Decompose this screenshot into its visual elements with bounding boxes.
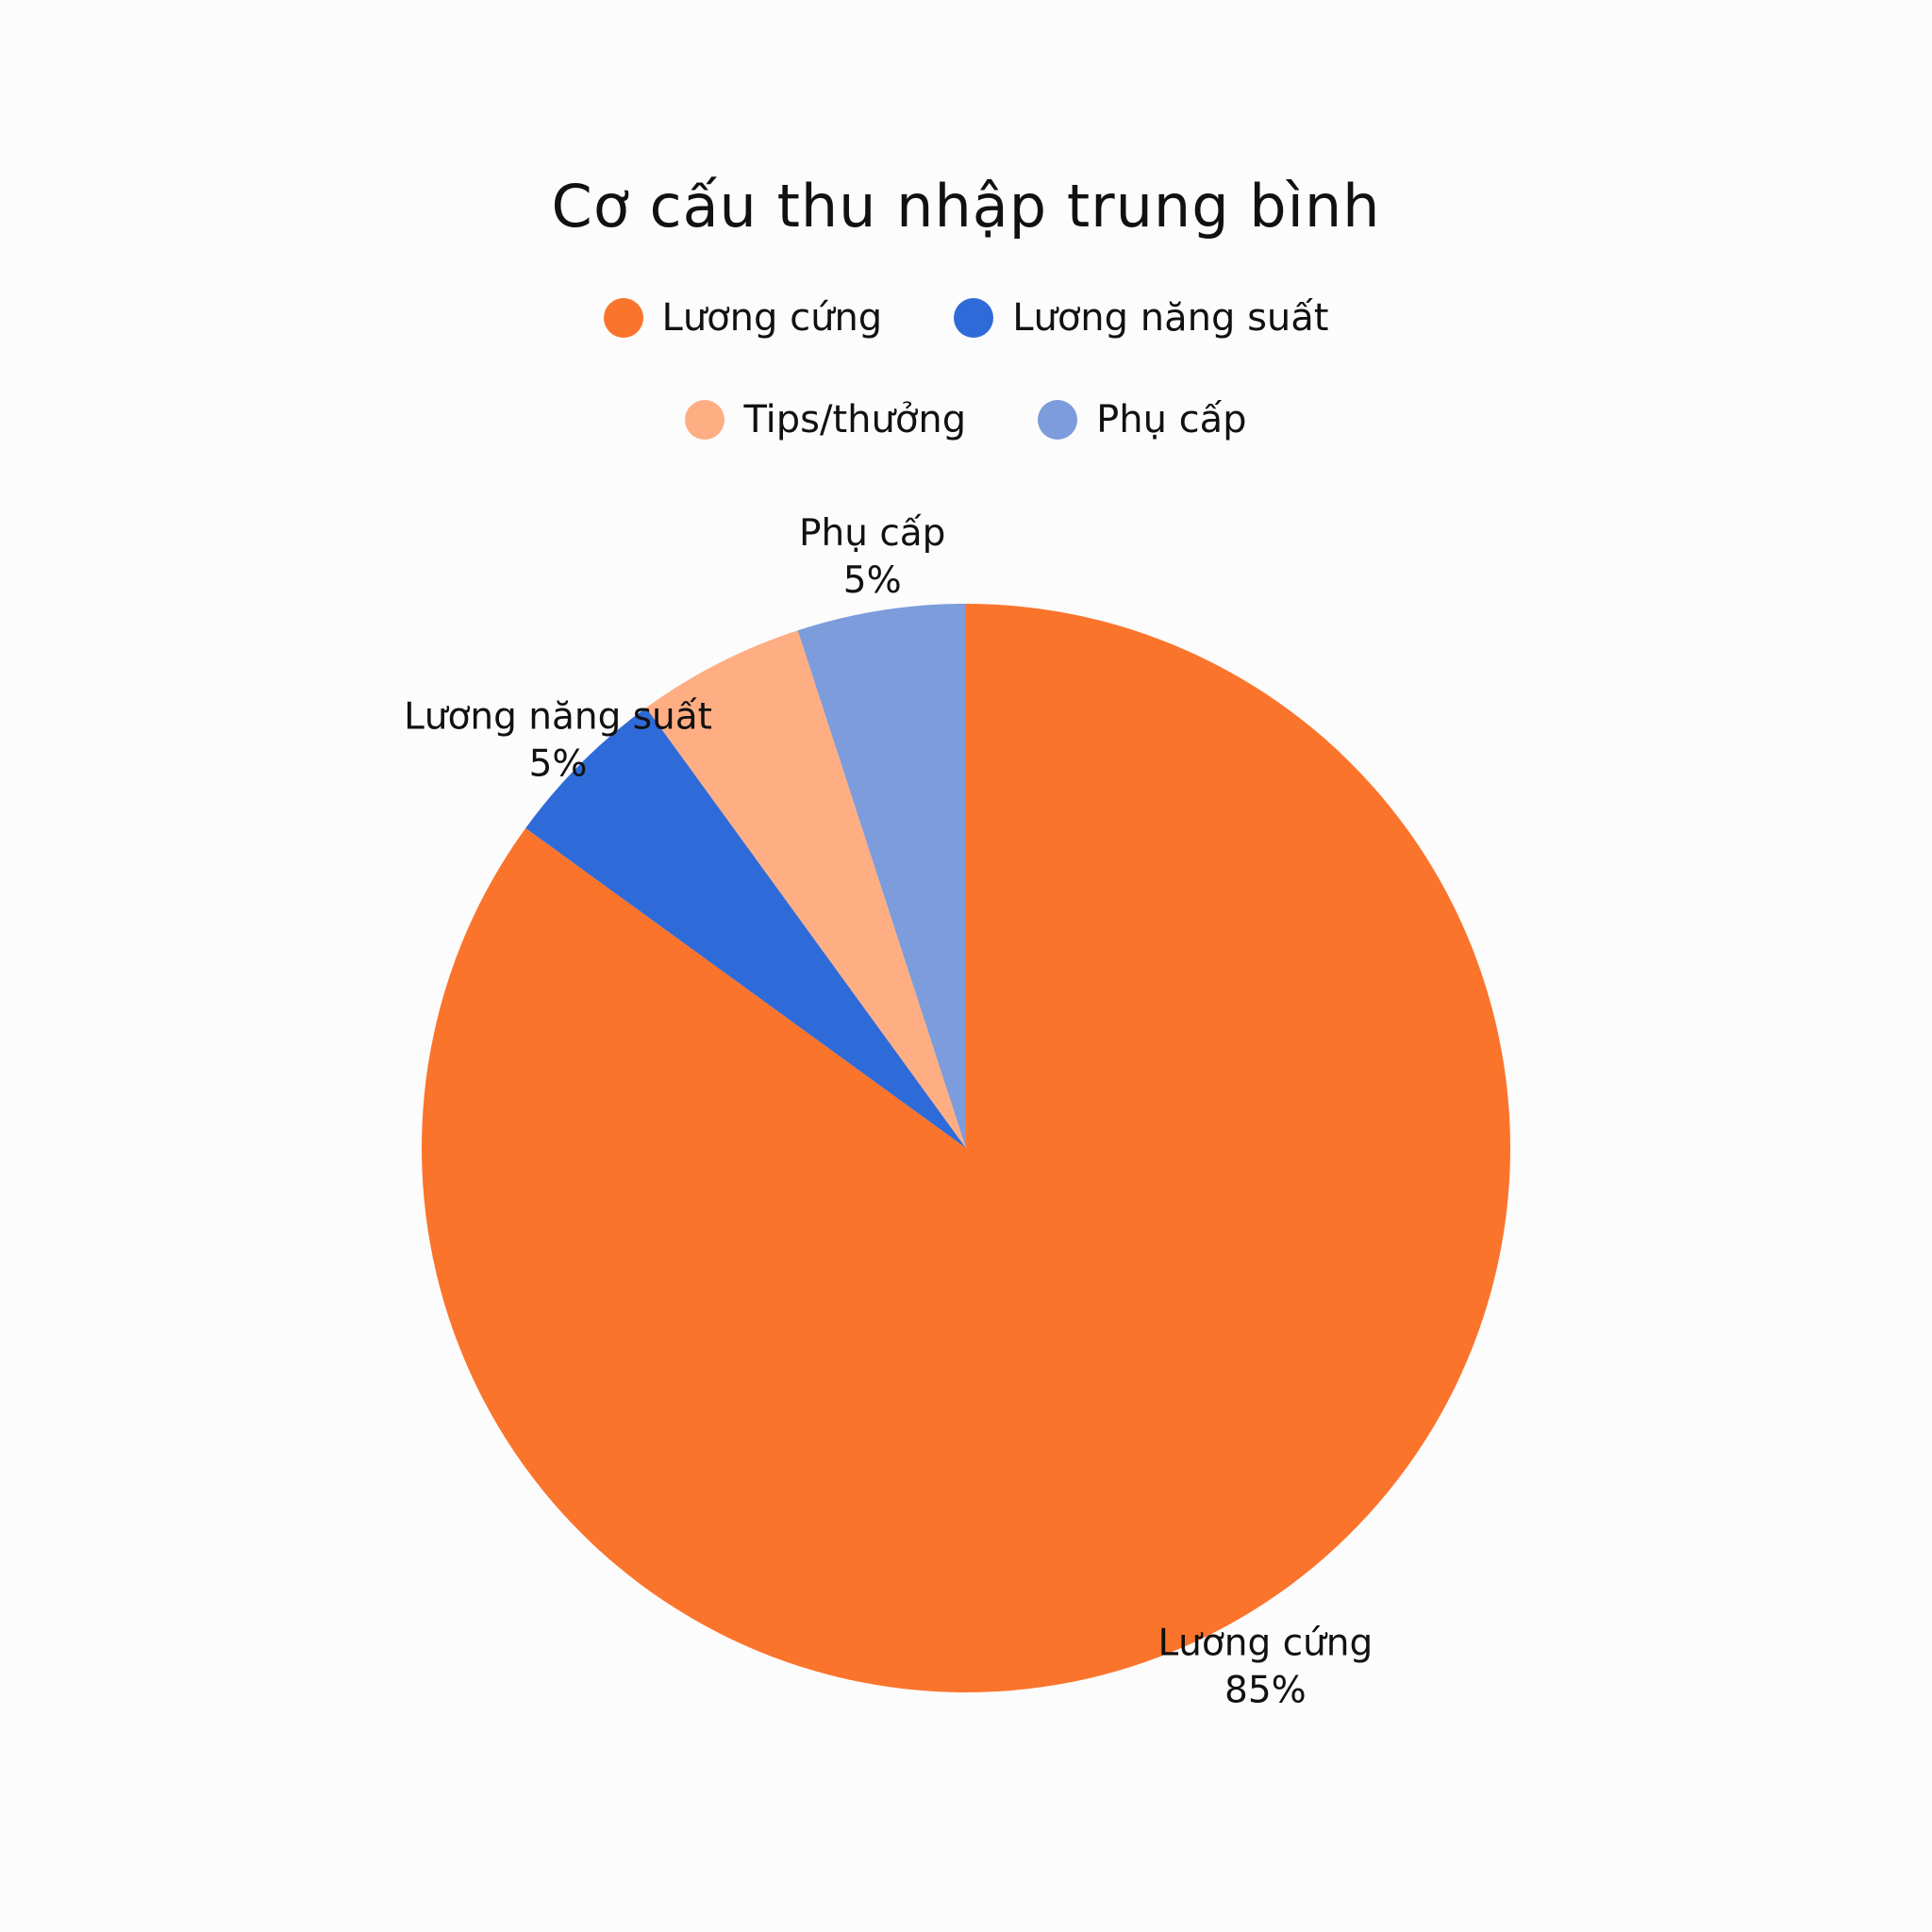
legend-label: Lương cứng xyxy=(661,296,883,340)
slice-label-category: Phụ cấp xyxy=(799,512,945,555)
legend-item[interactable]: Lương năng suất xyxy=(954,296,1328,340)
legend-swatch xyxy=(603,298,643,338)
slice-label-value: 85% xyxy=(1224,1670,1307,1712)
legend-row: Tips/thưởng Phụ cấp xyxy=(0,398,1932,441)
legend-item[interactable]: Phụ cấp xyxy=(1038,398,1247,441)
legend-swatch xyxy=(685,400,725,440)
chart-title: Cơ cấu thu nhập trung bình xyxy=(551,172,1381,241)
pie-slice[interactable] xyxy=(797,604,966,1148)
legend-item[interactable]: Tips/thưởng xyxy=(685,398,966,441)
legend-label: Lương năng suất xyxy=(1012,296,1329,340)
slice-label-value: 5% xyxy=(843,559,902,602)
legend-label: Tips/thưởng xyxy=(743,398,967,441)
legend-item[interactable]: Lương cứng xyxy=(603,296,883,340)
legend-label: Phụ cấp xyxy=(1096,398,1247,441)
legend-row: Lương cứng Lương năng suất xyxy=(0,296,1932,340)
slice-label-category: Lương năng suất xyxy=(404,696,712,739)
legend-swatch xyxy=(1038,400,1078,440)
slice-label-category: Lương cứng xyxy=(1158,1623,1373,1665)
legend-swatch xyxy=(954,298,994,338)
slice-label: Lương cứng 85% xyxy=(1158,1623,1373,1712)
pie-slice[interactable] xyxy=(525,708,966,1148)
slice-label-value: 5% xyxy=(529,743,588,786)
pie-slice[interactable] xyxy=(645,630,966,1148)
